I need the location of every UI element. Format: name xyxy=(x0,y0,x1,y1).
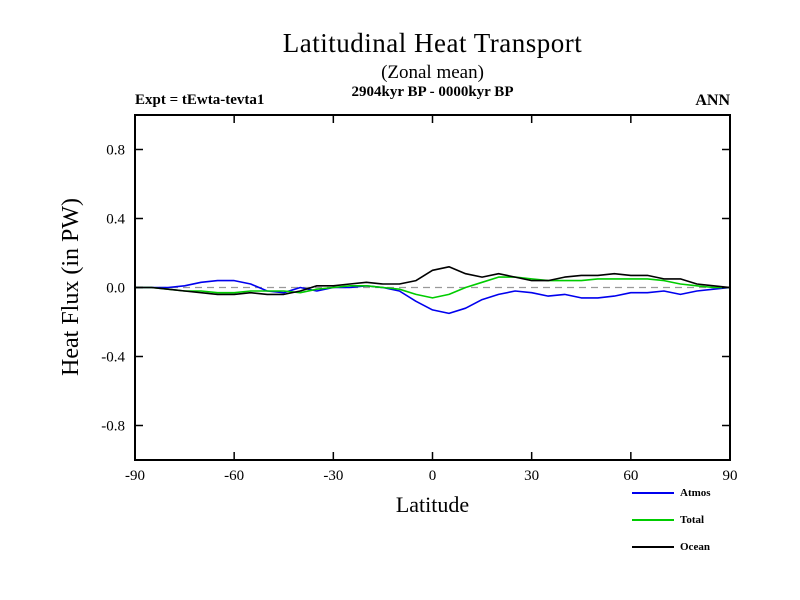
legend-item-ocean: Ocean xyxy=(632,540,762,554)
chart-subtitle: (Zonal mean) xyxy=(381,62,484,83)
ocean-line-swatch xyxy=(632,546,674,548)
y-tick-label: 0.8 xyxy=(106,143,125,159)
legend-label-total: Total xyxy=(680,514,705,526)
x-tick-label: 0 xyxy=(429,468,437,484)
y-tick-label: 0.0 xyxy=(106,281,125,297)
chart-period: 2904kyr BP - 0000kyr BP xyxy=(351,84,514,100)
y-tick-label: 0.4 xyxy=(106,212,125,228)
series-line-total xyxy=(135,276,730,299)
experiment-label: Expt = tEwta-tevta1 xyxy=(135,92,265,108)
legend-item-total: Total xyxy=(632,513,762,527)
x-tick-label: -90 xyxy=(125,468,145,484)
legend: Atmos Total Ocean xyxy=(632,486,762,567)
x-tick-label: -60 xyxy=(224,468,244,484)
y-tick-label: -0.4 xyxy=(101,350,125,366)
x-tick-label: 30 xyxy=(524,468,539,484)
series-line-ocean xyxy=(135,265,731,296)
season-label: ANN xyxy=(695,92,730,109)
x-axis-label: Latitude xyxy=(395,492,470,517)
legend-item-atmos: Atmos xyxy=(632,486,762,500)
y-tick-label: -0.8 xyxy=(101,419,125,435)
x-tick-label: -30 xyxy=(323,468,343,484)
x-tick-label: 90 xyxy=(723,468,738,484)
series-line-atmos xyxy=(135,279,731,315)
legend-label-atmos: Atmos xyxy=(680,487,711,499)
atmos-line-swatch xyxy=(632,492,674,494)
total-line-swatch xyxy=(632,519,674,521)
legend-label-ocean: Ocean xyxy=(680,541,710,553)
chart-title: Latitudinal Heat Transport xyxy=(282,28,583,58)
x-tick-label: 60 xyxy=(623,468,638,484)
